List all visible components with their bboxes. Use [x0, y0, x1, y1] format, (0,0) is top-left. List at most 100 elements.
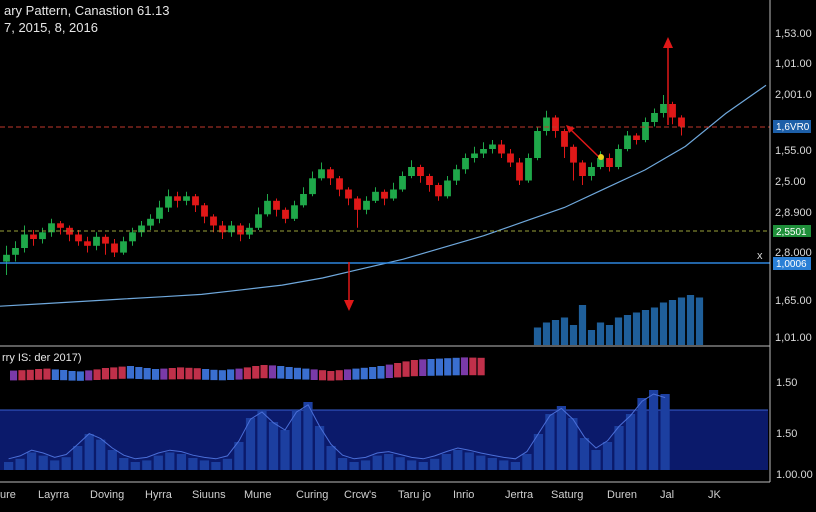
oscillator-bar — [430, 458, 440, 470]
indicator-bar — [435, 358, 443, 376]
oscillator-bar — [660, 394, 670, 470]
volume-bar — [560, 317, 569, 345]
oscillator-bar — [61, 457, 71, 470]
indicator-bar — [202, 369, 210, 380]
candle — [588, 162, 595, 181]
oscillator-bar — [234, 442, 244, 470]
oscillator-bar — [384, 454, 394, 470]
volume-bar — [668, 300, 677, 345]
volume-bar — [650, 307, 659, 345]
oscillator-bar — [476, 455, 486, 470]
oscillator-bar — [142, 460, 152, 470]
indicator-bar — [277, 366, 285, 379]
x-tick: Taru jo — [398, 489, 431, 501]
oscillator-bar — [499, 460, 509, 470]
candle — [120, 236, 127, 255]
indicator-bar — [235, 368, 243, 380]
oscillator-bar — [533, 434, 543, 470]
candle — [255, 207, 262, 230]
volume-bar — [596, 322, 605, 345]
candle — [66, 225, 73, 242]
y-tick: 2,5.00 — [775, 176, 806, 188]
y-axis-ticks: 1,53.00 1,01.00 2,001.0 1,55.00 2,5.00 2… — [775, 28, 812, 344]
volume-bar — [605, 325, 614, 345]
oscillator-bar — [4, 462, 14, 470]
x-tick: ure — [0, 489, 16, 501]
volume-bar — [659, 302, 668, 345]
candle — [615, 144, 622, 170]
oscillator-bar — [556, 406, 566, 470]
indicator-bar — [385, 364, 393, 378]
oscillator-bar — [130, 462, 140, 470]
indicator-bar — [477, 357, 485, 376]
candle — [516, 158, 523, 185]
y-tick: 1,65.00 — [775, 295, 812, 307]
candle — [165, 189, 172, 212]
volume-bar — [614, 317, 623, 345]
indicator-bar — [394, 363, 402, 378]
x-tick: Duren — [607, 489, 637, 501]
oscillator-bar — [38, 455, 48, 470]
oscillator-bar — [441, 454, 451, 470]
indicator-bar — [302, 368, 310, 380]
indicator-bar — [352, 368, 360, 380]
candle — [273, 198, 280, 217]
indicator-bar — [143, 368, 151, 380]
indicator-bar — [218, 370, 226, 381]
volume-bar — [632, 312, 641, 345]
volume-bars — [533, 295, 704, 345]
indicator-tick: 1.50 — [776, 377, 797, 389]
oscillator-bar — [591, 450, 601, 470]
oscillator-bar — [625, 414, 636, 470]
candle — [444, 176, 451, 199]
volume-bar — [641, 310, 650, 345]
oscillator-bar — [211, 462, 221, 470]
candle — [471, 146, 478, 163]
indicator-bar — [51, 369, 59, 380]
oscillator-bar — [568, 418, 578, 470]
oscillator-bar — [326, 446, 336, 470]
candle — [228, 221, 235, 237]
x-tick: Jertra — [505, 489, 534, 501]
candle — [210, 214, 217, 233]
x-tick: JK — [708, 489, 722, 501]
y-tick: 2,8.000 — [775, 247, 812, 259]
oscillator-line — [8, 393, 666, 460]
candle — [651, 108, 658, 127]
candle — [12, 241, 19, 262]
oscillator-bar — [165, 452, 175, 470]
oscillator-bar — [245, 418, 256, 470]
moving-average-line — [0, 84, 767, 307]
candle — [282, 207, 289, 224]
oscillator-bar — [188, 458, 198, 470]
indicator-bar — [260, 365, 268, 379]
candle — [363, 196, 370, 215]
candle — [102, 234, 109, 255]
indicator-bar — [310, 369, 318, 380]
candle — [525, 153, 532, 183]
candle — [390, 182, 397, 201]
oscillator-bar — [349, 462, 359, 470]
oscillator-bar — [15, 458, 25, 470]
candle — [174, 191, 181, 208]
candle — [300, 187, 307, 208]
svg-text:1,0006: 1,0006 — [776, 259, 807, 270]
oscillator-bar — [280, 430, 290, 470]
indicator-bar — [460, 357, 468, 376]
candle — [633, 133, 640, 145]
indicator-bar — [344, 369, 352, 380]
indicator-tick: 1.00.00 — [776, 469, 813, 481]
indicator-bar — [185, 367, 193, 380]
oscillator-bar — [50, 460, 60, 470]
oscillator-bar — [315, 426, 325, 470]
indicator-bar — [369, 367, 377, 379]
diagonal-arrow — [566, 125, 604, 160]
indicator-bar — [126, 366, 134, 379]
indicator-bar — [35, 369, 43, 380]
volume-bar — [569, 325, 578, 345]
candle — [39, 227, 46, 244]
svg-text:2,5501: 2,5501 — [776, 227, 807, 238]
volume-bar — [686, 295, 695, 345]
oscillator-bar — [291, 410, 302, 470]
